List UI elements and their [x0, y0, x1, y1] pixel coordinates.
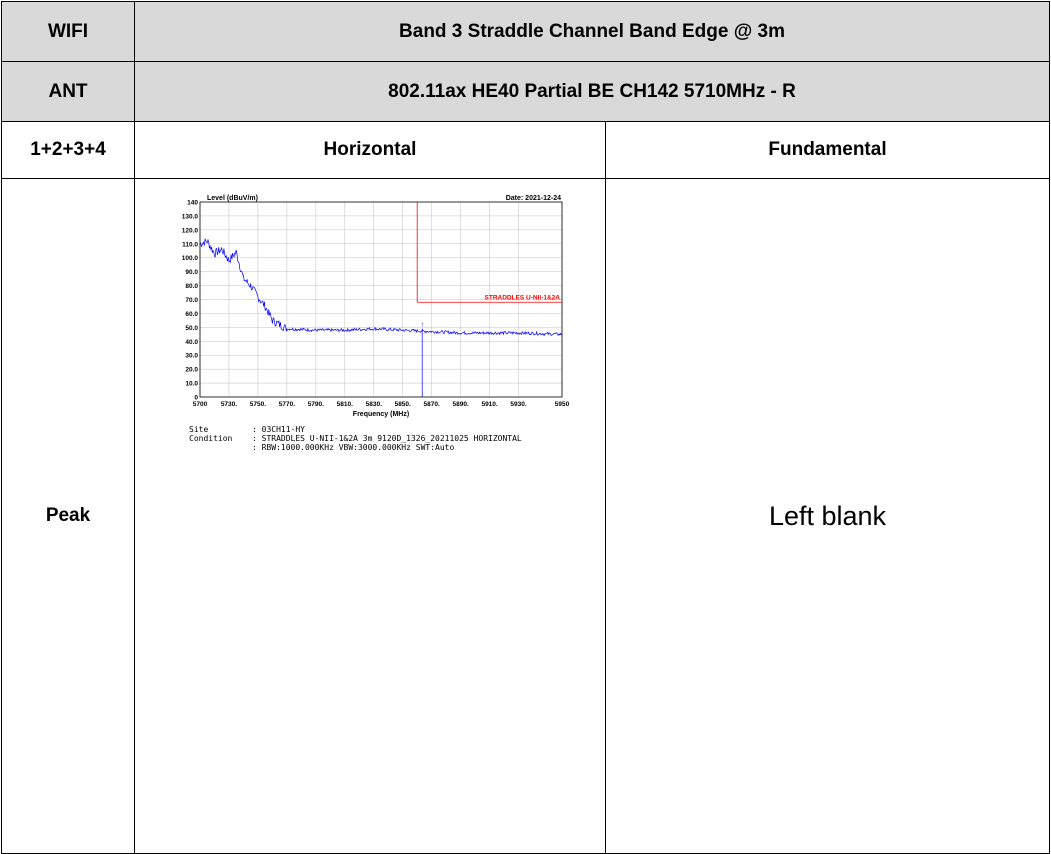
- x-tick-label: 5750.: [250, 401, 266, 408]
- y-tick-label: 50.0: [185, 325, 198, 332]
- y-tick-label: 90.0: [185, 269, 198, 276]
- x-tick-label: 5730.: [221, 401, 237, 408]
- y-tick-label: 0: [194, 395, 198, 402]
- x-tick-labels: 5700 5730. 5750. 5770. 5790. 5810. 5830. 5850. 5…: [193, 401, 570, 408]
- y-tick-label: 130.0: [182, 213, 199, 220]
- y-tick-label: 80.0: [185, 283, 198, 290]
- y-tick-label: 20.0: [185, 367, 198, 374]
- row-peak: Peak 0 10.0 20.0 30.0 40.0 50.0 60.0 70.0 80.0 90…: [1, 178, 1050, 854]
- condition-label: Condition: [189, 434, 233, 443]
- polarization-header: Horizontal: [134, 121, 606, 179]
- x-tick-label: 5830.: [366, 401, 382, 408]
- y-tick-label: 30.0: [185, 353, 198, 360]
- plot-frame: [199, 201, 563, 398]
- y-tick-label: 140: [187, 200, 198, 207]
- y-tick-label: 110.0: [182, 241, 198, 248]
- x-tick-label: 5870.: [424, 401, 440, 408]
- x-tick-label: 5930.: [510, 401, 526, 408]
- x-axis-label: Frequency (MHz): [353, 411, 409, 418]
- y-tick-label: 100.0: [182, 255, 199, 262]
- y-tick-label: 70.0: [185, 297, 198, 304]
- row-antenna-combo: 1+2+3+4 Horizontal Fundamental: [1, 121, 1050, 179]
- site-label: Site: [189, 425, 208, 434]
- band-edge-title: Band 3 Straddle Channel Band Edge @ 3m: [134, 1, 1050, 62]
- limit-label: STRADDLES U-NII-1&2A: [485, 294, 561, 301]
- row-ant: ANT 802.11ax HE40 Partial BE CH142 5710M…: [1, 61, 1050, 122]
- row-wifi: WIFI Band 3 Straddle Channel Band Edge @…: [1, 1, 1050, 62]
- y-tick-label: 60.0: [185, 311, 198, 318]
- peak-label: Peak: [1, 178, 135, 854]
- y-tick-labels: 0 10.0 20.0 30.0 40.0 50.0 60.0 70.0 80.0 90.0 100…: [182, 200, 199, 402]
- mode-description: 802.11ax HE40 Partial BE CH142 5710MHz -…: [134, 61, 1050, 122]
- y-tick-label: 120.0: [182, 227, 199, 234]
- x-tick-label: 5790.: [308, 401, 324, 408]
- condition-value: : STRADDLES U-NII-1&2A 3m 9120D_1326_202…: [252, 434, 522, 443]
- wifi-label: WIFI: [1, 1, 135, 62]
- y-axis-label: Level (dBuV/m): [207, 195, 258, 202]
- spectrum-trace: [199, 238, 563, 337]
- x-tick-label: 5890.: [452, 401, 468, 408]
- blank-cell: Left blank: [605, 178, 1050, 854]
- x-tick-label: 5700: [193, 401, 208, 408]
- plot-cell: 0 10.0 20.0 30.0 40.0 50.0 60.0 70.0 80.0 90.0 100…: [134, 178, 606, 854]
- site-value: : 03CH11-HY: [252, 425, 305, 434]
- x-tick-label: 5950: [555, 401, 570, 408]
- marker-arrow: ↑: [420, 322, 424, 329]
- x-tick-label: 5810.: [337, 401, 353, 408]
- condition-value-2: : RBW:1000.000KHz VBW:3000.000KHz SWT:Au…: [252, 443, 454, 452]
- x-tick-label: 5910.: [481, 401, 497, 408]
- y-tick-label: 10.0: [185, 381, 198, 388]
- ant-label: ANT: [1, 61, 135, 122]
- x-tick-label: 5850.: [395, 401, 411, 408]
- plot-date: Date: 2021-12-24: [506, 195, 561, 202]
- x-tick-label: 5770.: [279, 401, 295, 408]
- y-tick-label: 40.0: [185, 339, 198, 346]
- fundamental-header: Fundamental: [605, 121, 1050, 179]
- spectrum-plot: 0 10.0 20.0 30.0 40.0 50.0 60.0 70.0 80.0 90.0 100…: [182, 195, 570, 452]
- antenna-combo-label: 1+2+3+4: [1, 121, 135, 179]
